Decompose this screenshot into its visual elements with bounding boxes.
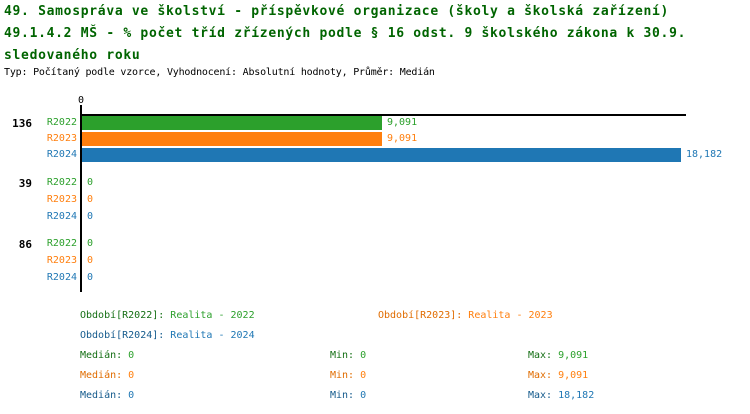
bar-value-label: 9,091: [387, 117, 418, 128]
chart-title-line-2: 49.1.4.2 MŠ - % počet tříd zřízených pod…: [4, 26, 687, 41]
stat-median-r2024: Medián: 0: [80, 390, 134, 402]
legend-period-value: Realita - 2023: [468, 310, 553, 321]
group-label: 136: [12, 117, 32, 130]
series-label: R2022: [46, 238, 77, 249]
stat-label: Min:: [330, 370, 355, 381]
chart-row: R2023 9,091: [0, 132, 750, 146]
legend-period-r2022: Období[R2022]: Realita - 2022: [80, 310, 255, 322]
stat-value: 0: [360, 390, 367, 401]
series-label: R2022: [46, 177, 77, 188]
stat-label: Medián:: [80, 370, 123, 381]
legend-period-r2024: Období[R2024]: Realita - 2024: [80, 330, 255, 342]
group-label: 39: [18, 177, 32, 190]
bar-value-label: 0: [87, 211, 94, 222]
y-axis-line: [80, 105, 82, 292]
bar-value-label: 0: [87, 194, 94, 205]
chart-row: R2022 9,091: [0, 116, 750, 130]
stat-value: 0: [128, 370, 135, 381]
stat-min-r2024: Min: 0: [330, 390, 366, 402]
stat-value: 0: [360, 350, 367, 361]
stat-value: 9,091: [558, 370, 589, 381]
chart-subtitle: Typ: Počítaný podle vzorce, Vyhodnocení:…: [4, 67, 435, 78]
x-axis-line: [80, 114, 686, 116]
legend-period-label: Období[R2024]:: [80, 330, 165, 341]
stat-median-r2022: Medián: 0: [80, 350, 134, 362]
legend-period-label: Období[R2023]:: [378, 310, 463, 321]
x-axis-tick-label: 0: [77, 95, 85, 106]
group-label: 86: [18, 238, 32, 251]
stat-label: Medián:: [80, 350, 123, 361]
series-label: R2023: [46, 194, 77, 205]
stat-min-r2023: Min: 0: [330, 370, 366, 382]
chart-row: R2022 0: [0, 237, 750, 251]
bar-value-label: 0: [87, 238, 94, 249]
chart-row: R2024 0: [0, 271, 750, 285]
legend-period-label: Období[R2022]:: [80, 310, 165, 321]
stat-value: 0: [128, 350, 135, 361]
bar-r2023: [82, 132, 382, 146]
stat-value: 0: [360, 370, 367, 381]
legend-period-value: Realita - 2022: [170, 310, 255, 321]
chart-title-line-1: 49. Samospráva ve školství - příspěvkové…: [4, 4, 670, 19]
bar-value-label: 0: [87, 177, 94, 188]
series-label: R2024: [46, 211, 77, 222]
stat-min-r2022: Min: 0: [330, 350, 366, 362]
bar-value-label: 18,182: [686, 149, 723, 160]
stat-label: Medián:: [80, 390, 123, 401]
legend-period-r2023: Období[R2023]: Realita - 2023: [378, 310, 553, 322]
bar-r2022: [82, 116, 382, 130]
series-label: R2022: [46, 117, 77, 128]
chart-row: R2024 18,182: [0, 148, 750, 162]
bar-r2024: [82, 148, 681, 162]
stat-max-r2022: Max: 9,091: [528, 350, 588, 362]
legend-period-value: Realita - 2024: [170, 330, 255, 341]
series-label: R2024: [46, 149, 77, 160]
chart-row: R2024 0: [0, 210, 750, 224]
stat-label: Min:: [330, 350, 355, 361]
bar-value-label: 0: [87, 255, 94, 266]
chart-row: R2023 0: [0, 254, 750, 268]
series-label: R2023: [46, 133, 77, 144]
stat-label: Max:: [528, 350, 553, 361]
series-label: R2023: [46, 255, 77, 266]
stat-label: Max:: [528, 390, 553, 401]
bar-value-label: 9,091: [387, 133, 418, 144]
bar-value-label: 0: [87, 272, 94, 283]
stat-label: Max:: [528, 370, 553, 381]
stat-value: 0: [128, 390, 135, 401]
series-label: R2024: [46, 272, 77, 283]
stat-label: Min:: [330, 390, 355, 401]
stat-median-r2023: Medián: 0: [80, 370, 134, 382]
chart-title-line-3: sledovaného roku: [4, 48, 141, 63]
stat-max-r2023: Max: 9,091: [528, 370, 588, 382]
chart-row: R2023 0: [0, 193, 750, 207]
stat-value: 9,091: [558, 350, 589, 361]
stat-max-r2024: Max: 18,182: [528, 390, 594, 402]
chart-row: R2022 0: [0, 176, 750, 190]
stat-value: 18,182: [558, 390, 595, 401]
